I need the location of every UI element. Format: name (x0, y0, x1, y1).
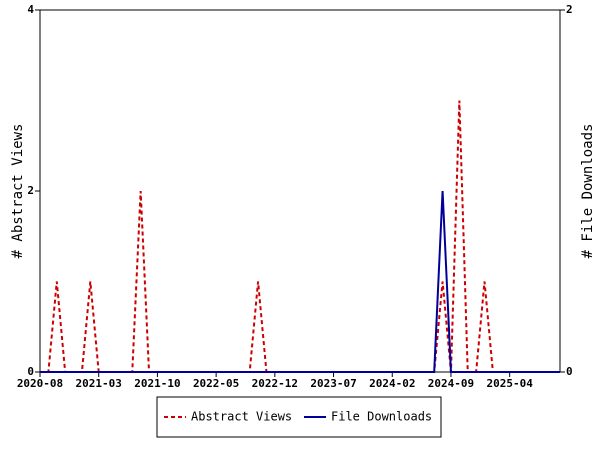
x-tick-label: 2021-10 (134, 377, 180, 390)
series-line (40, 100, 560, 373)
x-tick-label: 2020-08 (17, 377, 63, 390)
y2-tick-label: 0 (566, 365, 573, 378)
y-axis-title: # Abstract Views (10, 124, 26, 259)
x-tick-label: 2024-09 (428, 377, 474, 390)
series-line (40, 190, 560, 373)
y-tick-label: 4 (27, 3, 34, 16)
x-tick-label: 2022-12 (252, 377, 298, 390)
x-tick-label: 2024-02 (369, 377, 415, 390)
x-tick-label: 2023-07 (310, 377, 356, 390)
y-tick-label: 0 (27, 365, 34, 378)
y2-tick-label: 2 (566, 3, 573, 16)
legend: Abstract Views File Downloads (156, 396, 442, 438)
y2-axis-title: # File Downloads (580, 124, 596, 259)
legend-label: Abstract Views (191, 410, 292, 424)
plot-frame (39, 9, 561, 373)
x-tick-label: 2022-05 (193, 377, 239, 390)
legend-box (156, 396, 442, 438)
y-tick-label: 2 (27, 184, 34, 197)
x-tick-label: 2021-03 (76, 377, 122, 390)
legend-label: File Downloads (331, 410, 432, 424)
x-tick-label: 2025-04 (486, 377, 533, 390)
